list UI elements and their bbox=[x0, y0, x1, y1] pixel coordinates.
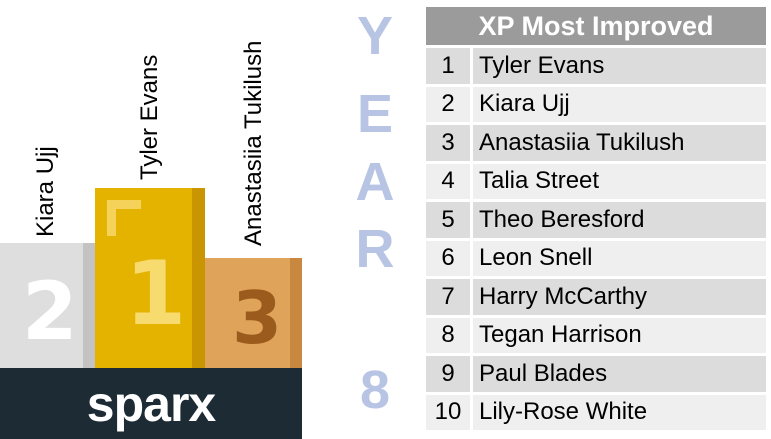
leaderboard-title: XP Most Improved bbox=[426, 7, 766, 45]
table-row: 8 Tegan Harrison bbox=[426, 314, 766, 353]
leaderboard-table: XP Most Improved 1 Tyler Evans 2 Kiara U… bbox=[426, 7, 766, 430]
rank-cell: 5 bbox=[426, 199, 473, 238]
table-row: 1 Tyler Evans bbox=[426, 45, 766, 84]
rank-cell: 10 bbox=[426, 391, 473, 430]
student-name-cell: Theo Beresford bbox=[473, 199, 766, 238]
student-name-cell: Leon Snell bbox=[473, 237, 766, 276]
student-name-cell: Tyler Evans bbox=[473, 45, 766, 84]
second-place-numeral: 2 bbox=[22, 265, 78, 358]
year-letter: Y bbox=[356, 6, 394, 66]
sparx-logo: sparx bbox=[86, 375, 216, 432]
third-place-name: Anastasiia Tukilush bbox=[240, 40, 267, 246]
student-name-cell: Kiara Ujj bbox=[473, 83, 766, 122]
second-place-name: Kiara Ujj bbox=[32, 146, 59, 237]
table-row: 9 Paul Blades bbox=[426, 353, 766, 392]
third-place-numeral: 3 bbox=[232, 276, 283, 360]
student-name-cell: Lily-Rose White bbox=[473, 391, 766, 430]
table-row: 3 Anastasiia Tukilush bbox=[426, 122, 766, 161]
table-row: 6 Leon Snell bbox=[426, 237, 766, 276]
rank-cell: 3 bbox=[426, 122, 473, 161]
podium-graphic: Kiara Ujj Tyler Evans Anastasiia Tukilus… bbox=[0, 0, 330, 439]
table-row: 10 Lily-Rose White bbox=[426, 391, 766, 430]
rank-cell: 1 bbox=[426, 45, 473, 84]
first-place-block bbox=[95, 188, 205, 368]
table-row: 2 Kiara Ujj bbox=[426, 83, 766, 122]
student-name-cell: Paul Blades bbox=[473, 353, 766, 392]
rank-cell: 9 bbox=[426, 353, 473, 392]
rank-cell: 4 bbox=[426, 160, 473, 199]
year-letter: E bbox=[356, 84, 394, 144]
first-place-numeral: 1 bbox=[125, 242, 187, 345]
rank-cell: 8 bbox=[426, 314, 473, 353]
student-name-cell: Talia Street bbox=[473, 160, 766, 199]
table-row: 4 Talia Street bbox=[426, 160, 766, 199]
second-place-block bbox=[0, 243, 95, 368]
first-place-name: Tyler Evans bbox=[136, 54, 163, 180]
year-letter: A bbox=[355, 152, 395, 212]
year-letter: R bbox=[355, 219, 395, 279]
rank-cell: 2 bbox=[426, 83, 473, 122]
student-name-cell: Harry McCarthy bbox=[473, 276, 766, 315]
student-name-cell: Tegan Harrison bbox=[473, 314, 766, 353]
rank-cell: 6 bbox=[426, 237, 473, 276]
table-row: 7 Harry McCarthy bbox=[426, 276, 766, 315]
brand-bar: sparx bbox=[0, 368, 302, 439]
rank-cell: 7 bbox=[426, 276, 473, 315]
table-row: 5 Theo Beresford bbox=[426, 199, 766, 238]
third-place-block bbox=[205, 258, 302, 368]
student-name-cell: Anastasiia Tukilush bbox=[473, 122, 766, 161]
year-number: 8 bbox=[359, 360, 391, 420]
